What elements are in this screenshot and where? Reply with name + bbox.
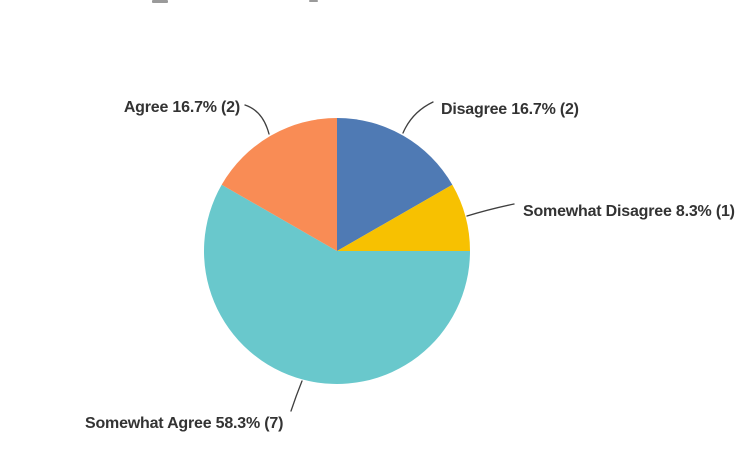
slice-label-agree: Agree 16.7% (2) xyxy=(123,99,240,116)
pie-slice-agree[interactable] xyxy=(221,117,337,251)
cropped-title-fragment-2 xyxy=(309,0,318,2)
pie-slice-somewhat-agree[interactable] xyxy=(203,184,470,384)
leader-line xyxy=(402,101,434,134)
slice-label-disagree: Disagree 16.7% (2) xyxy=(441,101,579,118)
leader-line xyxy=(290,380,303,412)
pie-slice-disagree[interactable] xyxy=(337,118,453,251)
slice-label-somewhat-disagree: Somewhat Disagree 8.3% (1) xyxy=(523,203,735,220)
leader-line xyxy=(244,104,270,135)
cropped-title-fragment-1 xyxy=(152,0,168,3)
pie-slice-somewhat-disagree[interactable] xyxy=(337,184,470,251)
leader-line xyxy=(466,203,515,217)
slice-label-somewhat-agree: Somewhat Agree 58.3% (7) xyxy=(85,415,284,432)
